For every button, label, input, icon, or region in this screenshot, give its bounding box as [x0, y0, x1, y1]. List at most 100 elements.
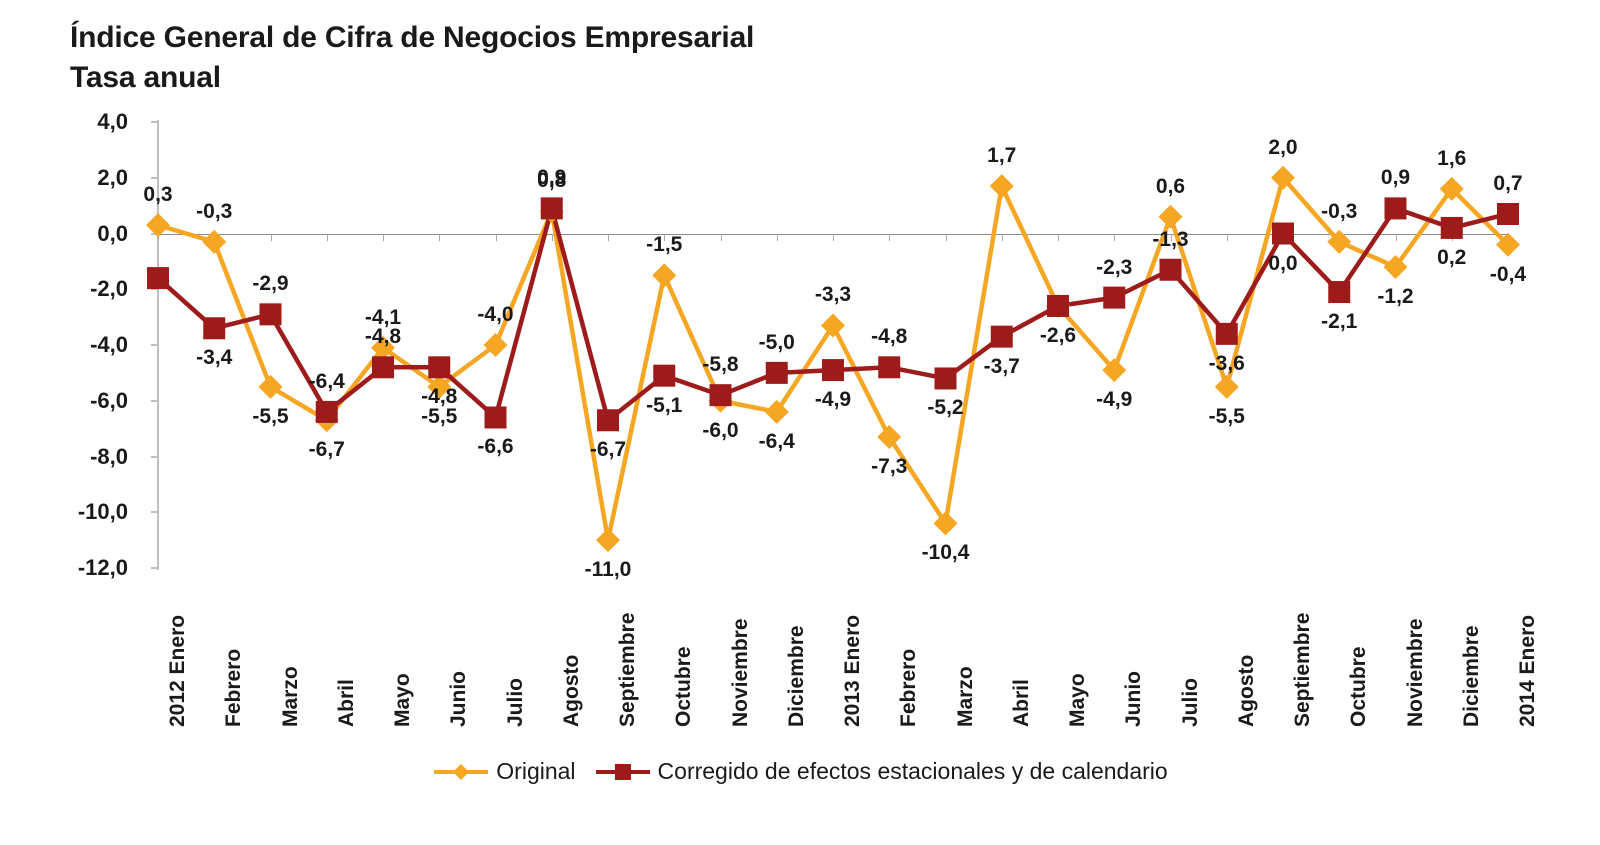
data-point-value-label: -4,1 — [364, 305, 402, 329]
data-point-marker[interactable] — [765, 361, 788, 384]
data-point-value-label: 0,9 — [537, 166, 567, 190]
data-point-marker[interactable] — [540, 197, 563, 220]
x-axis-label: Abril — [334, 679, 358, 727]
data-point-marker[interactable] — [146, 213, 170, 238]
x-axis-tick-mark — [1226, 233, 1228, 241]
data-point-marker[interactable] — [709, 384, 732, 407]
data-point-marker[interactable] — [1214, 374, 1239, 399]
data-point-value-label: 0,9 — [1380, 166, 1411, 190]
data-point-value-label: -6,7 — [308, 438, 345, 462]
data-point-marker[interactable] — [652, 263, 677, 288]
x-axis-label: Septiembre — [1291, 612, 1314, 727]
data-point-marker[interactable] — [1158, 204, 1183, 229]
data-point-marker[interactable] — [1384, 197, 1407, 220]
x-axis-label: Marzo — [278, 666, 302, 727]
data-point-value-label: -5,0 — [758, 330, 795, 354]
data-point-marker[interactable] — [989, 174, 1014, 199]
data-point-value-label: -6,4 — [308, 369, 345, 393]
data-point-value-label: 0,2 — [1437, 245, 1467, 269]
data-point-marker[interactable] — [372, 356, 394, 379]
data-point-marker[interactable] — [1327, 229, 1352, 254]
data-point-value-label: -4,9 — [1096, 388, 1133, 412]
data-point-value-label: 0,8 — [537, 169, 567, 193]
x-axis-label: Abril — [1009, 679, 1033, 727]
data-point-value-label: -5,2 — [927, 396, 964, 420]
data-point-marker[interactable] — [596, 528, 620, 553]
y-axis-tick-mark — [151, 455, 159, 458]
y-axis-tick-mark — [151, 121, 159, 123]
data-point-value-label: -4,0 — [477, 303, 514, 326]
y-axis-tick-mark — [151, 176, 159, 179]
data-point-marker[interactable] — [934, 367, 957, 390]
data-point-marker[interactable] — [990, 325, 1013, 348]
data-point-marker[interactable] — [315, 400, 338, 423]
data-point-value-label: -5,5 — [421, 404, 458, 428]
data-point-marker[interactable] — [1497, 202, 1519, 225]
data-point-value-label: -6,7 — [589, 438, 627, 462]
data-point-marker[interactable] — [203, 317, 226, 340]
data-point-marker[interactable] — [1103, 286, 1126, 309]
y-axis-tick-label: -12,0 — [77, 555, 128, 580]
data-point-value-label: -4,9 — [814, 388, 852, 412]
data-point-marker[interactable] — [878, 356, 901, 379]
legend-item-original[interactable]: Original — [432, 758, 576, 785]
x-axis-label: Julio — [503, 677, 527, 727]
data-point-marker[interactable] — [653, 364, 676, 387]
data-point-marker[interactable] — [259, 303, 282, 326]
data-point-marker[interactable] — [483, 333, 508, 357]
data-point-marker[interactable] — [933, 511, 958, 536]
data-point-marker[interactable] — [821, 313, 845, 338]
x-axis-label: Mayo — [391, 673, 414, 727]
data-point-marker[interactable] — [764, 399, 789, 424]
data-point-marker[interactable] — [484, 406, 507, 429]
data-point-marker[interactable] — [1102, 358, 1127, 383]
data-point-marker[interactable] — [1271, 165, 1295, 190]
data-point-marker[interactable] — [1328, 281, 1351, 304]
x-axis-label: Diciembre — [784, 625, 808, 727]
data-point-value-label: -2,9 — [252, 272, 289, 296]
x-axis-tick-mark — [1058, 233, 1059, 241]
y-axis-tick-label: 2,0 — [97, 164, 128, 190]
x-axis-tick-mark — [945, 233, 947, 241]
series-line-original — [157, 175, 1510, 543]
chart-title-line-1: Índice General de Cifra de Negocios Empr… — [70, 21, 755, 54]
data-point-marker[interactable] — [1047, 294, 1069, 317]
x-axis-tick-mark — [1395, 233, 1397, 241]
x-axis-label: Diciembre — [1459, 625, 1483, 727]
data-point-marker[interactable] — [877, 424, 902, 449]
data-point-value-label: -1,3 — [1152, 227, 1189, 251]
y-axis-tick-label: 4,0 — [97, 109, 128, 134]
legend-item-corregido[interactable]: Corregido de efectos estacionales y de c… — [594, 758, 1168, 785]
data-point-marker[interactable] — [822, 359, 844, 382]
data-point-marker[interactable] — [1383, 254, 1408, 279]
data-point-value-label: -6,6 — [477, 435, 514, 459]
series-lines — [146, 165, 1520, 553]
data-point-value-label: -4,8 — [421, 385, 458, 409]
y-axis-tick-mark — [151, 288, 159, 291]
data-point-marker[interactable] — [1215, 322, 1238, 345]
x-axis-tick-mark — [1001, 233, 1003, 241]
data-point-marker[interactable] — [1496, 232, 1520, 257]
data-point-value-label: 0,3 — [143, 183, 173, 207]
data-point-marker[interactable] — [427, 374, 452, 399]
x-axis-tick-mark — [270, 233, 272, 241]
x-axis-label: 2014 Enero — [1516, 614, 1539, 727]
y-axis-tick-mark — [151, 399, 159, 402]
data-point-marker[interactable] — [371, 335, 395, 360]
x-axis-tick-mark — [664, 233, 666, 241]
x-axis-tick-mark — [326, 233, 328, 241]
y-axis-tick-mark — [151, 344, 159, 346]
data-point-marker[interactable] — [258, 374, 283, 399]
data-point-marker[interactable] — [1439, 176, 1464, 201]
data-point-marker[interactable] — [597, 409, 619, 432]
x-axis-label: Noviembre — [1403, 618, 1427, 727]
data-point-marker[interactable] — [1159, 258, 1182, 281]
data-point-marker[interactable] — [147, 267, 169, 290]
x-axis-tick-mark — [1114, 233, 1116, 241]
data-point-marker[interactable] — [202, 229, 227, 254]
data-point-marker[interactable] — [1440, 216, 1463, 239]
data-point-marker[interactable] — [1272, 222, 1294, 245]
data-point-marker[interactable] — [428, 356, 451, 379]
x-axis-tick-mark — [889, 233, 891, 241]
